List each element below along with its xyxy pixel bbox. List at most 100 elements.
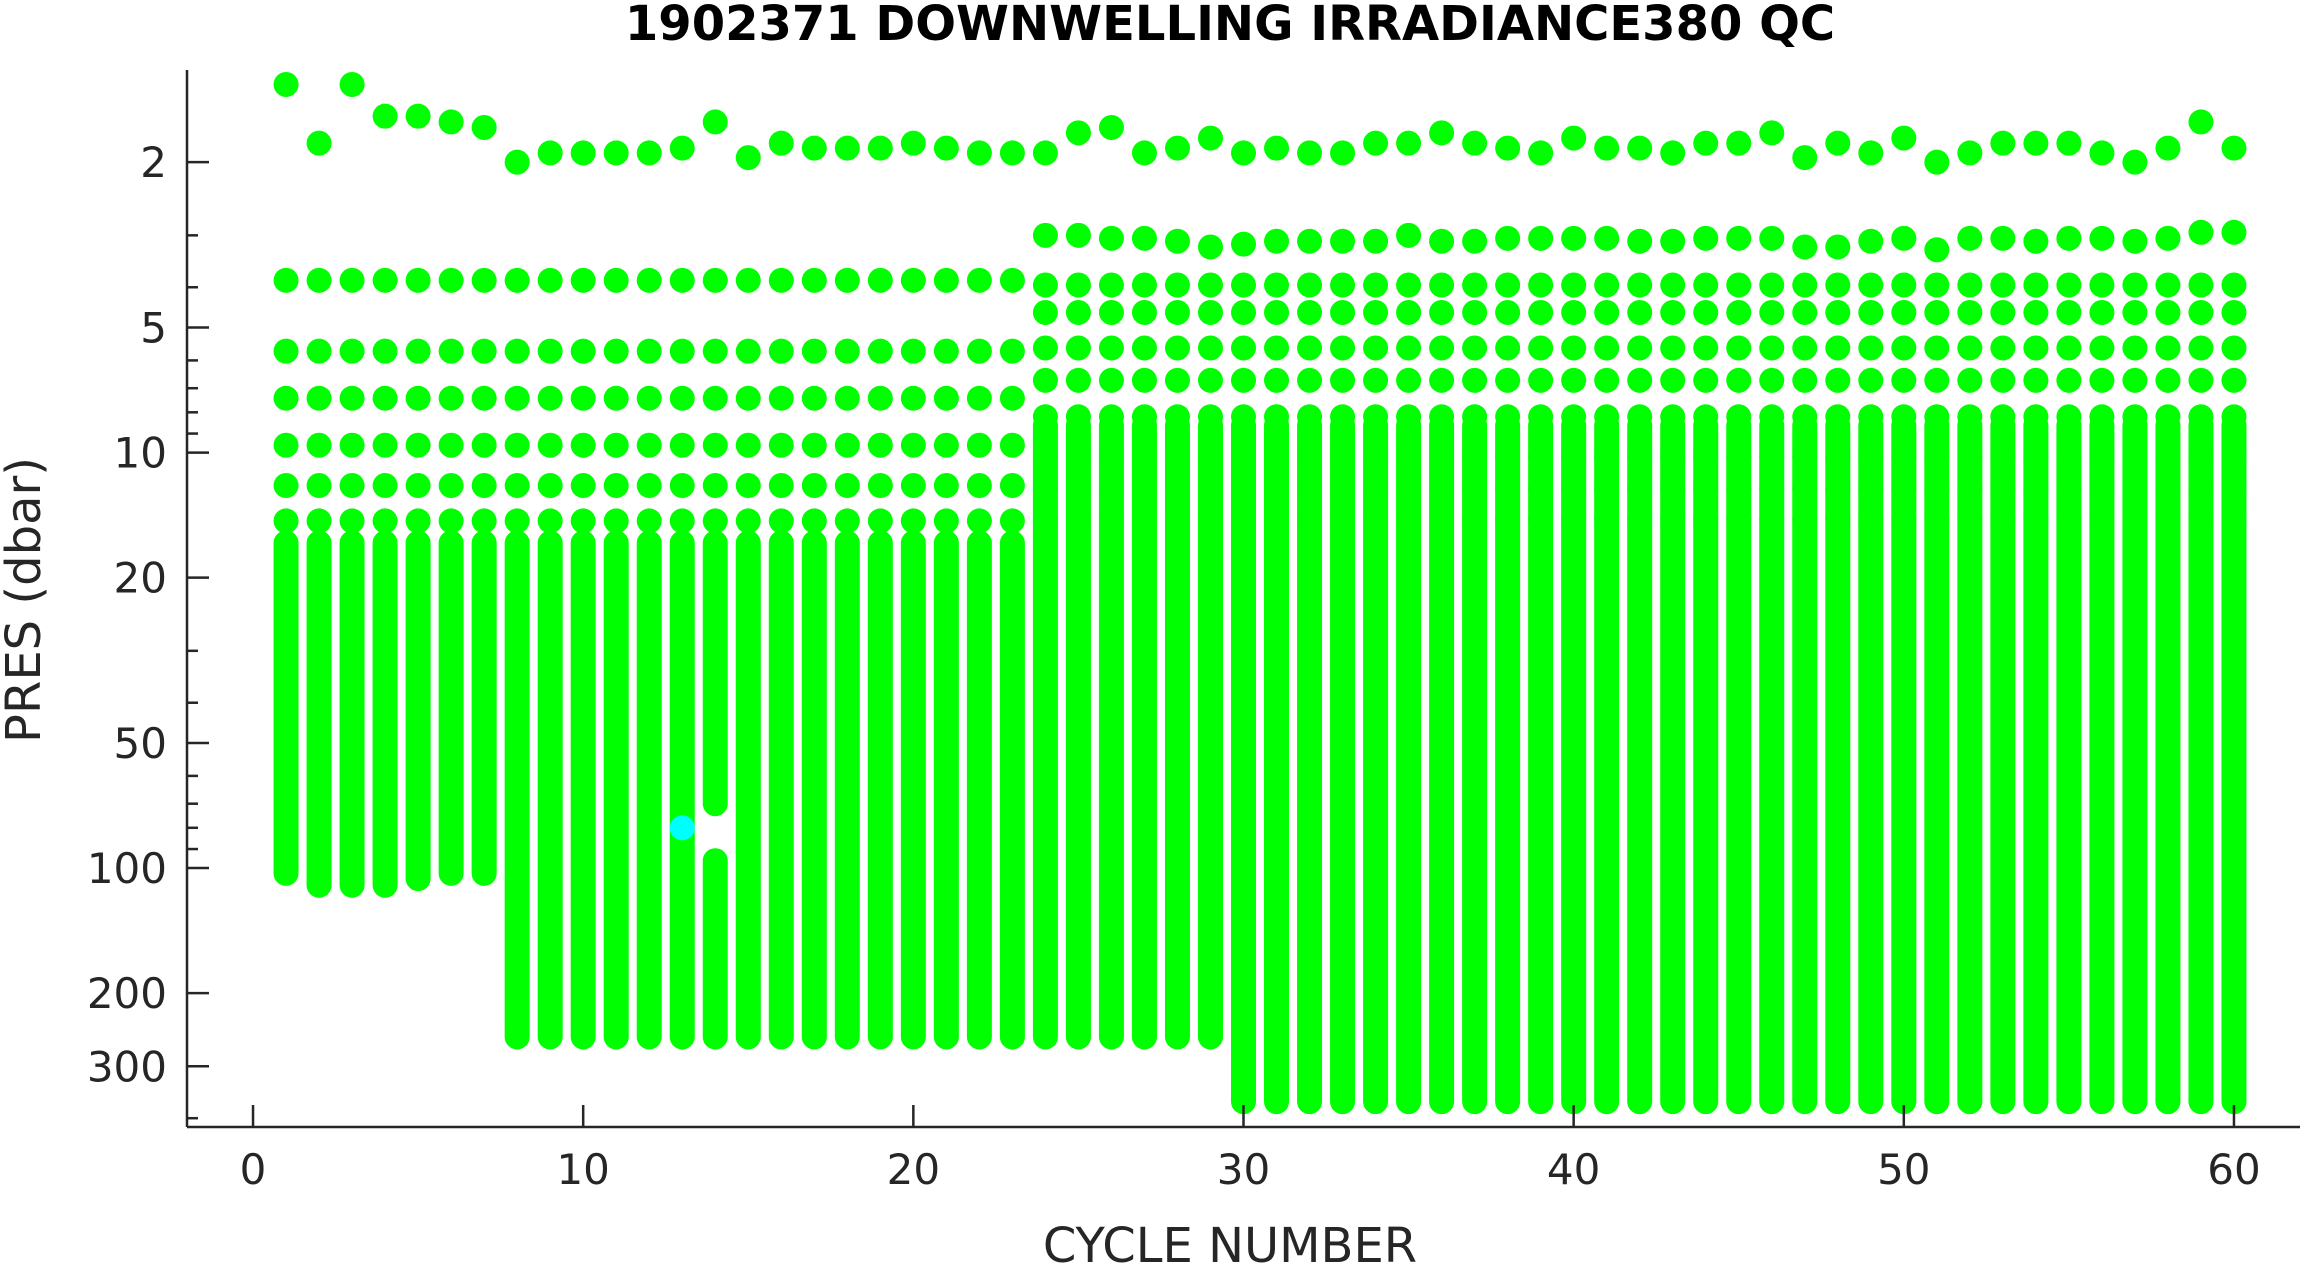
- data-point: [834, 267, 860, 293]
- data-point: [438, 109, 464, 135]
- profile-cycle-5: [405, 103, 431, 892]
- data-point: [1197, 299, 1223, 325]
- data-point: [438, 432, 464, 458]
- data-point: [966, 385, 992, 411]
- data-point: [1065, 299, 1091, 325]
- x-tick-label: 60: [2207, 1145, 2260, 1194]
- data-point: [1627, 228, 1653, 254]
- data-point: [1957, 272, 1983, 298]
- plot-area: [273, 71, 2247, 1115]
- data-point: [1164, 335, 1190, 361]
- profile-cycle-12: [636, 140, 662, 1050]
- data-point: [603, 140, 629, 166]
- data-point: [1891, 335, 1917, 361]
- data-point: [1264, 228, 1290, 254]
- data-point: [999, 140, 1025, 166]
- profile-cycle-54: [2023, 130, 2049, 1115]
- profile-cycle-32: [1297, 140, 1323, 1115]
- data-point: [702, 385, 728, 411]
- y-tick-label: 50: [114, 719, 167, 768]
- profile-cycle-48: [1825, 130, 1851, 1115]
- data-point: [1891, 299, 1917, 325]
- data-point: [1297, 140, 1323, 166]
- data-point: [339, 71, 365, 97]
- data-point: [1627, 299, 1653, 325]
- data-point: [2023, 130, 2049, 156]
- data-point: [735, 267, 761, 293]
- data-point: [1495, 225, 1521, 251]
- data-point: [999, 338, 1025, 364]
- data-point: [2122, 335, 2148, 361]
- data-point: [966, 140, 992, 166]
- data-point: [1297, 228, 1323, 254]
- data-point: [1957, 335, 1983, 361]
- x-tick-label: 50: [1877, 1145, 1930, 1194]
- data-point: [1528, 272, 1554, 298]
- data-point: [702, 472, 728, 498]
- y-tick-label: 300: [87, 1042, 167, 1091]
- data-point: [2221, 219, 2247, 245]
- data-point: [1429, 272, 1455, 298]
- data-point: [1264, 335, 1290, 361]
- data-point: [2089, 140, 2115, 166]
- data-point: [1131, 299, 1157, 325]
- data-point: [636, 338, 662, 364]
- data-point: [339, 338, 365, 364]
- data-point: [405, 103, 431, 129]
- profile-cycle-18: [834, 135, 860, 1050]
- data-point: [471, 432, 497, 458]
- data-point: [2089, 335, 2115, 361]
- data-point: [306, 267, 332, 293]
- data-point: [669, 472, 695, 498]
- data-point: [2188, 335, 2214, 361]
- data-point: [1825, 299, 1851, 325]
- data-point: [2188, 272, 2214, 298]
- data-point: [1561, 335, 1587, 361]
- data-point: [1429, 367, 1455, 393]
- data-point: [339, 385, 365, 411]
- data-point: [1462, 130, 1488, 156]
- data-point: [2221, 299, 2247, 325]
- data-point: [1032, 272, 1058, 298]
- data-point: [801, 385, 827, 411]
- data-point: [1131, 272, 1157, 298]
- data-point: [900, 508, 926, 534]
- data-point: [801, 432, 827, 458]
- data-point: [1825, 130, 1851, 156]
- data-point: [372, 385, 398, 411]
- data-point: [438, 385, 464, 411]
- data-point: [1957, 299, 1983, 325]
- x-tick-label: 30: [1217, 1145, 1270, 1194]
- data-point: [1098, 335, 1124, 361]
- profile-cycle-52: [1957, 140, 1983, 1115]
- data-point: [2122, 299, 2148, 325]
- data-point: [1924, 272, 1950, 298]
- profile-cycle-10: [570, 140, 596, 1050]
- data-point: [1990, 272, 2016, 298]
- data-point: [1957, 367, 1983, 393]
- data-point: [1561, 367, 1587, 393]
- data-point: [1197, 367, 1223, 393]
- profile-cycle-35: [1396, 130, 1422, 1115]
- data-point: [339, 267, 365, 293]
- data-point: [1231, 335, 1256, 361]
- data-point: [471, 472, 497, 498]
- data-point: [2122, 272, 2148, 298]
- data-point: [1098, 272, 1124, 298]
- data-point: [1065, 222, 1091, 248]
- data-point: [1561, 225, 1587, 251]
- data-point: [273, 508, 299, 534]
- profile-cycle-13: [669, 135, 695, 1050]
- data-point: [372, 508, 398, 534]
- data-point: [999, 472, 1025, 498]
- data-point: [867, 385, 893, 411]
- data-point: [834, 472, 860, 498]
- data-point: [669, 385, 695, 411]
- profile-cycle-4: [372, 103, 398, 898]
- data-point: [768, 267, 794, 293]
- data-point: [1825, 272, 1851, 298]
- data-point: [1396, 130, 1422, 156]
- data-point: [306, 338, 332, 364]
- data-point: [801, 135, 827, 161]
- y-tick-label: 10: [114, 429, 167, 478]
